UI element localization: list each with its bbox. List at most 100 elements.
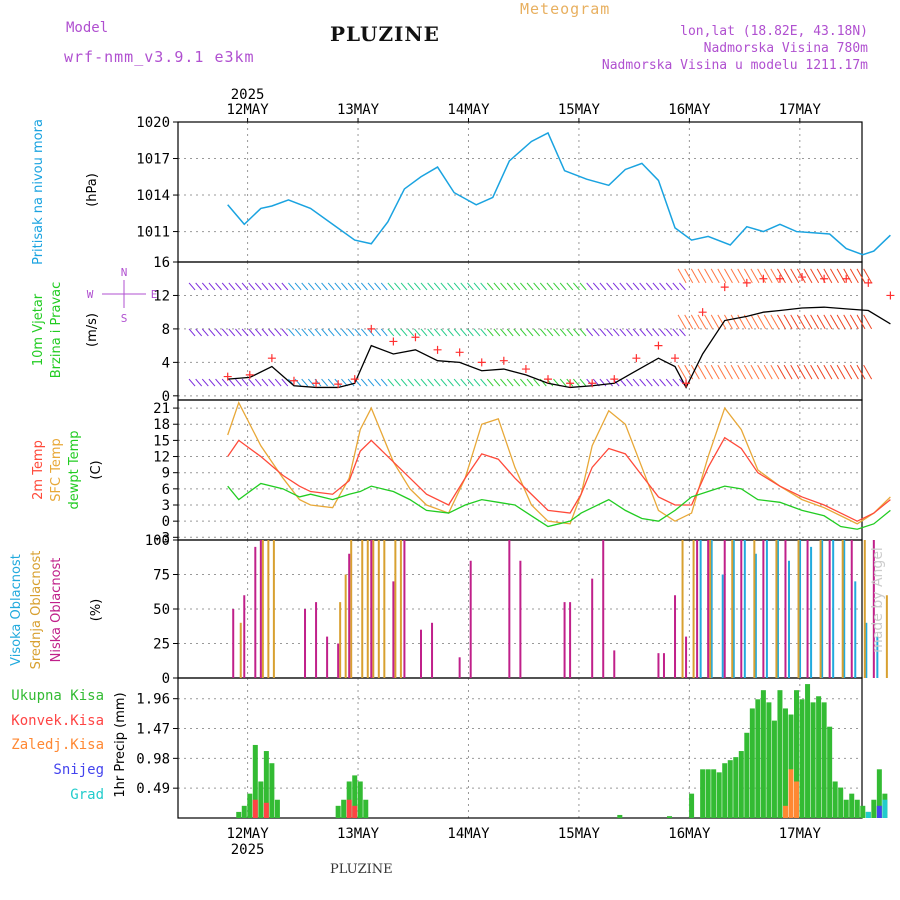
- wind-barb: [579, 328, 587, 337]
- precip-bar: [749, 708, 755, 818]
- wind-barb: [645, 282, 653, 291]
- y-tick-label: 0.98: [136, 751, 170, 767]
- wind-barb: [836, 268, 846, 284]
- wind-barb: [849, 268, 859, 284]
- wind-barb: [672, 328, 680, 337]
- wind-barb: [447, 282, 454, 291]
- wind-barb: [559, 282, 567, 291]
- wind-barb: [433, 328, 441, 337]
- y-tick-label: 75: [153, 568, 170, 584]
- wind-barb: [387, 378, 395, 387]
- wind-barb: [796, 314, 806, 330]
- wind-barb: [254, 378, 262, 387]
- wind-barb: [843, 314, 853, 330]
- wind-barb: [261, 328, 269, 337]
- y-tick-label: 16: [153, 255, 170, 271]
- wind-barb: [460, 282, 468, 291]
- wind-barb: [268, 378, 275, 387]
- precip-bar: [782, 708, 788, 818]
- y-tick-label: 15: [153, 433, 170, 449]
- wind-barb: [274, 282, 282, 291]
- wind-barb: [690, 364, 700, 380]
- wind-barb: [274, 328, 282, 337]
- wind-barb: [836, 314, 846, 330]
- wind-barb: [195, 328, 203, 337]
- pressure-label: Pritisak na nivou mora: [31, 119, 46, 265]
- precip-bar: [252, 799, 258, 818]
- wind-barb: [830, 364, 839, 380]
- day-label-bottom: 17MAY: [779, 826, 822, 842]
- wind-barb: [757, 314, 767, 330]
- wind-barb: [188, 282, 196, 291]
- precip-bar: [854, 799, 860, 818]
- wind-barb: [816, 314, 826, 330]
- precip-bar: [689, 793, 695, 818]
- wind-barb: [486, 328, 494, 337]
- day-label-top: 15MAY: [558, 102, 601, 118]
- wind-barb: [559, 378, 567, 387]
- precip-bar: [617, 814, 623, 818]
- wind-barb: [254, 282, 262, 291]
- wind-barb: [823, 268, 833, 284]
- wind-barb: [274, 378, 282, 387]
- wind-barb: [413, 328, 421, 337]
- wind-barb: [208, 282, 216, 291]
- precip-legend-item: Konvek.Kisa: [11, 713, 104, 729]
- year-label-bottom: 2025: [231, 842, 265, 858]
- wind-barb: [241, 328, 249, 337]
- wind-barb: [566, 282, 574, 291]
- compass-cross: [102, 280, 146, 308]
- wind-barb: [201, 378, 209, 387]
- wind-barb: [261, 282, 269, 291]
- wind-barb: [757, 364, 767, 380]
- wind-barb: [360, 282, 368, 291]
- wind-barb: [586, 328, 594, 337]
- day-label-top: 17MAY: [779, 102, 822, 118]
- wind-barb: [367, 282, 375, 291]
- day-label-top: 13MAY: [337, 102, 380, 118]
- wind-barb: [743, 268, 753, 284]
- wind-barb: [606, 378, 613, 387]
- wind-barb: [672, 378, 680, 387]
- wind-barb: [730, 364, 740, 380]
- y-tick-label: 12: [153, 450, 170, 466]
- wind-barb: [526, 282, 534, 291]
- wind-barb: [677, 364, 687, 380]
- precip-bar: [876, 805, 882, 818]
- gust-marker: [411, 333, 420, 342]
- wind-barb: [420, 282, 428, 291]
- wind-barb: [803, 268, 813, 284]
- y-tick-label: 0: [162, 389, 170, 405]
- wind-barb: [334, 328, 342, 337]
- precip-bar: [269, 763, 275, 818]
- wind-barb: [770, 314, 780, 330]
- wind-barb: [513, 378, 521, 387]
- panel-frame: [177, 261, 863, 401]
- wind-barb: [592, 328, 600, 337]
- wind-barb: [849, 364, 859, 380]
- precip-bar: [843, 799, 849, 818]
- y-tick-label: 50: [153, 602, 170, 618]
- wind-barb: [281, 328, 289, 337]
- precip-bar: [335, 805, 341, 818]
- precip-bar: [771, 720, 777, 818]
- wind-unit: (m/s): [85, 313, 100, 347]
- wind-barb: [823, 364, 833, 380]
- wind-barb: [374, 328, 381, 337]
- gust-marker: [544, 375, 553, 384]
- precip-bar: [744, 732, 750, 818]
- wind-barb: [843, 268, 853, 284]
- wind-barb: [810, 268, 820, 284]
- wind-barb: [261, 378, 269, 387]
- wind-barb: [347, 378, 355, 387]
- gust-marker: [682, 379, 691, 388]
- year-label-top: 2025: [231, 87, 265, 103]
- wind-barb: [221, 378, 229, 387]
- wind-barb: [228, 328, 236, 337]
- day-label-bottom: 14MAY: [447, 826, 490, 842]
- wind-barb: [520, 378, 527, 387]
- wind-barb: [201, 282, 209, 291]
- wind-barb: [730, 314, 740, 330]
- wind-barb: [433, 282, 441, 291]
- wind-barb: [188, 378, 196, 387]
